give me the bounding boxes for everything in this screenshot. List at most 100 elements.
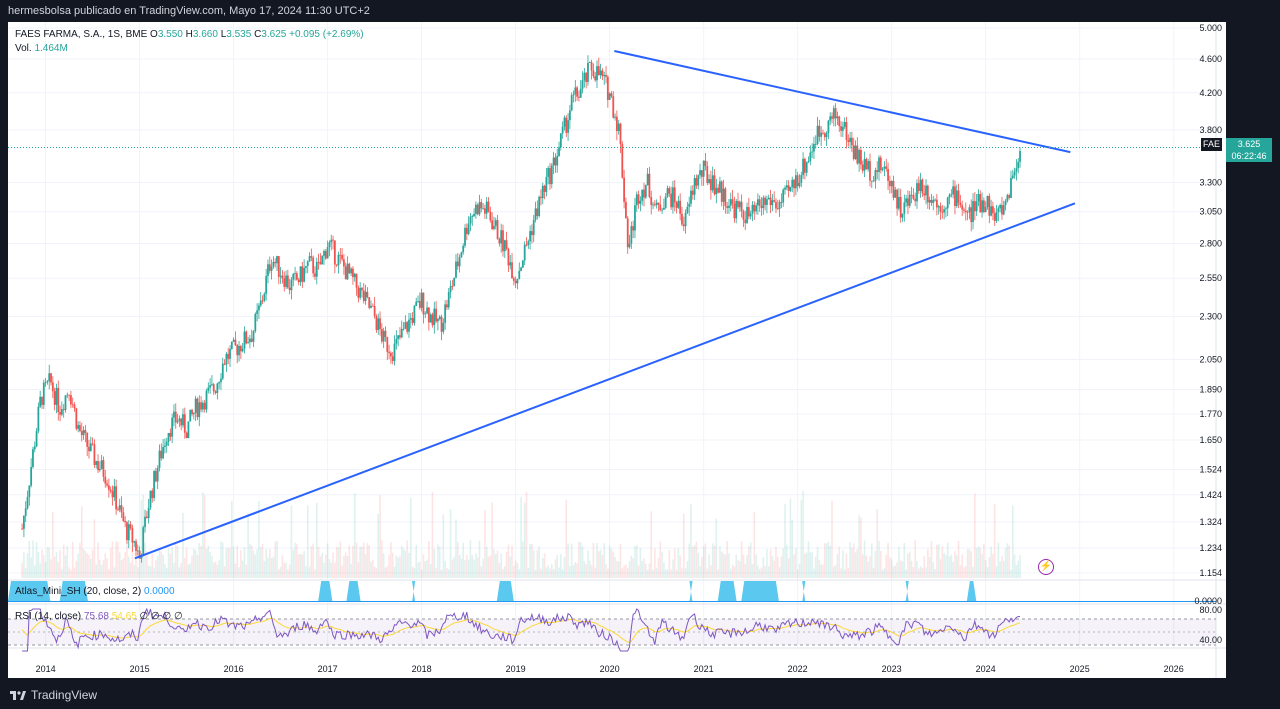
chart-svg[interactable]: 5.000 4.600 4.200 3.800 3.300 3.050 2.800 2.550… <box>8 22 1226 678</box>
candle-body <box>180 418 183 426</box>
candle-body <box>865 159 868 170</box>
candle-body <box>55 387 58 405</box>
symbol-title[interactable]: FAES FARMA, S.A., 1S, BME <box>15 29 148 40</box>
volume-bar <box>778 567 781 578</box>
volume-bar <box>1015 565 1018 578</box>
volume-bar <box>44 562 47 578</box>
volume-bar <box>764 565 766 578</box>
volume-bar <box>798 563 801 578</box>
volume-bar <box>887 543 889 578</box>
volume-bar <box>972 567 974 578</box>
candle-body <box>223 363 226 365</box>
volume-bar <box>258 500 260 578</box>
volume-bar <box>202 492 204 578</box>
tradingview-logo[interactable]: TradingView <box>10 688 97 702</box>
candle-body <box>433 308 436 326</box>
price-tick-label: 1.524 <box>1199 465 1222 475</box>
candle-body <box>675 202 678 208</box>
volume-bar <box>469 540 472 578</box>
candle-body <box>787 185 790 191</box>
candle-body <box>460 252 463 258</box>
candle-body <box>415 301 418 306</box>
candle-body <box>207 387 210 391</box>
volume-bar <box>279 567 282 578</box>
candle-body <box>666 188 669 197</box>
volume-bar <box>503 566 506 578</box>
candle-body <box>306 261 309 267</box>
candle-body <box>838 116 841 127</box>
volume-bar <box>46 547 49 578</box>
candle-body <box>41 396 43 405</box>
volume-bar <box>1010 569 1012 578</box>
volume-bar <box>129 562 132 578</box>
candle-body <box>332 239 334 241</box>
volume-bar <box>1002 560 1005 578</box>
candle-body <box>827 120 830 133</box>
candle-body <box>250 338 253 342</box>
candle-body <box>565 117 568 133</box>
rsi-legend[interactable]: RSI (14, close) 75.68 54.65 ∅ ∅ ∅ ∅ <box>15 611 183 622</box>
volume-bar <box>319 556 322 578</box>
price-tick-label: 2.050 <box>1199 354 1222 364</box>
candle-body <box>388 351 390 353</box>
candle-body <box>894 189 897 198</box>
candle-body <box>572 94 575 96</box>
price-axis[interactable]: 5.000 4.600 4.200 3.800 3.300 3.050 2.800 2.550… <box>1199 23 1222 578</box>
volume-bar <box>695 541 698 578</box>
candle-body <box>973 201 976 212</box>
volume-bar <box>124 551 126 578</box>
volume-bar <box>343 556 345 578</box>
volume-bar <box>174 543 177 578</box>
volume-bar <box>507 544 510 578</box>
candle-body <box>708 179 710 183</box>
candle-body <box>173 411 175 418</box>
volume-bar <box>263 561 266 578</box>
volume-bar <box>894 565 897 578</box>
volume-bar <box>598 551 600 578</box>
volume-bar <box>767 566 770 578</box>
volume-bar <box>167 548 170 578</box>
candle-body <box>832 108 835 119</box>
volume-bar <box>751 564 754 578</box>
volume-bar <box>990 546 992 578</box>
volume-bar <box>227 547 229 578</box>
volume-bar <box>601 554 604 578</box>
volume-bar <box>330 562 333 578</box>
volume-bar <box>910 560 913 578</box>
atlas-legend[interactable]: Atlas_Mini_SH (20, close, 2) 0.0000 <box>15 586 175 597</box>
volume-bar <box>388 555 390 578</box>
candle-body <box>621 144 624 178</box>
candle-body <box>724 188 727 207</box>
candle-body <box>294 273 296 274</box>
volume-bar <box>120 559 123 578</box>
candle-body <box>729 199 732 206</box>
candle-body <box>129 524 132 528</box>
volume-bar <box>171 547 173 578</box>
volume-bar <box>992 553 994 578</box>
candle-body <box>780 201 783 203</box>
volume-bar <box>158 547 161 578</box>
volume-bar <box>173 563 175 578</box>
volume-bar <box>773 560 775 578</box>
candle-body <box>968 207 971 213</box>
candle-body <box>740 201 743 212</box>
volume-bar <box>37 551 40 578</box>
candle-body <box>999 205 1002 209</box>
time-axis[interactable]: 2014 2015 2016 2017 2018 2019 2020 2021 2022 2023… <box>36 664 1184 674</box>
candle-body <box>426 307 428 314</box>
chart-frame[interactable]: 5.000 4.600 4.200 3.800 3.300 3.050 2.800 2.550… <box>8 22 1226 678</box>
candle-body <box>413 305 416 323</box>
candle-body <box>720 181 723 202</box>
candle-body <box>165 441 168 446</box>
volume-bar <box>415 545 418 578</box>
candle-body <box>1013 171 1016 176</box>
candle-body <box>453 277 456 287</box>
volume-bar <box>854 552 857 578</box>
candle-body <box>268 264 271 271</box>
volume-bar <box>522 541 524 578</box>
volume-bar <box>923 556 926 578</box>
open-label: O <box>150 29 158 40</box>
candle-body <box>529 231 532 242</box>
time-tick-label: 2025 <box>1070 664 1090 674</box>
lightning-icon[interactable]: ⚡ <box>1038 559 1054 575</box>
